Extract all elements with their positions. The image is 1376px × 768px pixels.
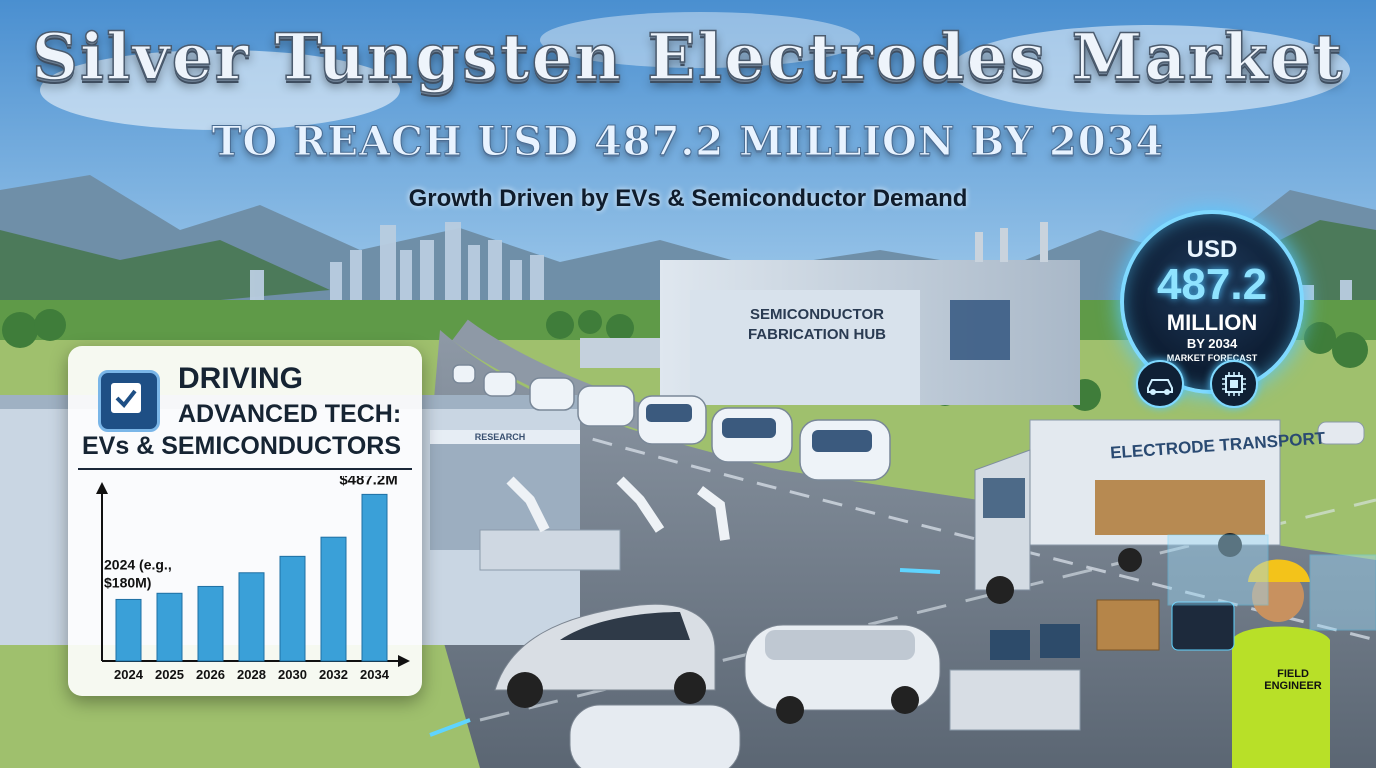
forecast-bar-chart: 2024 2025 2026 2028 2030 2032 2034 2024 (e.g., $…	[96, 476, 410, 682]
tagline: Growth Driven by EVs & Semiconductor Dem…	[408, 185, 968, 212]
x-tick-label-2026: 2026	[196, 667, 225, 682]
badge-unit: MILLION	[1166, 310, 1258, 335]
page-title: Silver Tungsten Electrodes Market	[31, 19, 1345, 96]
bar-2024	[115, 598, 142, 662]
x-axis-arrow	[398, 655, 410, 667]
research-sign: RESEARCH	[474, 432, 526, 442]
bar-2034	[361, 493, 388, 662]
badge-caption: MARKET FORECAST	[1166, 353, 1258, 363]
chip-icon	[1210, 360, 1258, 408]
x-tick-label-2028: 2028	[237, 667, 266, 682]
x-tick-label-2030: 2030	[278, 667, 307, 682]
x-tick-label-2025: 2025	[155, 667, 184, 682]
bar-2032	[320, 536, 347, 662]
panel-heading-3: EVs & SEMICONDUCTORS	[82, 432, 402, 460]
badge-amount: 487.2	[1156, 260, 1268, 309]
car-icon	[1136, 360, 1184, 408]
x-tick-label-2024: 2024	[114, 667, 144, 682]
bar-2025	[156, 592, 183, 662]
bar-2026	[197, 585, 224, 662]
x-tick-label-2034: 2034	[360, 667, 390, 682]
panel-divider	[78, 468, 412, 470]
forecast-panel: DRIVING ADVANCED TECH: EVs & SEMICONDUCT…	[68, 346, 422, 696]
annotation-2024: 2024 (e.g., $180M)	[104, 556, 172, 590]
panel-heading-1: DRIVING	[178, 362, 304, 395]
badge-currency: USD	[1186, 236, 1238, 263]
annotation-2034: $487.2M	[339, 476, 397, 488]
fab-sign: SEMICONDUCTOR FABRICATION HUB	[747, 306, 887, 343]
bar-2028	[238, 572, 265, 662]
x-tick-label-2032: 2032	[319, 667, 348, 682]
page-subtitle: TO REACH USD 487.2 MILLION BY 2034	[211, 118, 1165, 166]
bar-2030	[279, 555, 306, 662]
badge-year: BY 2034	[1186, 336, 1238, 351]
vest-label: FIELD ENGINEER	[1264, 668, 1322, 692]
chip-check-icon	[98, 370, 160, 432]
panel-heading-2: ADVANCED TECH:	[178, 400, 402, 428]
y-axis-arrow	[96, 482, 108, 494]
